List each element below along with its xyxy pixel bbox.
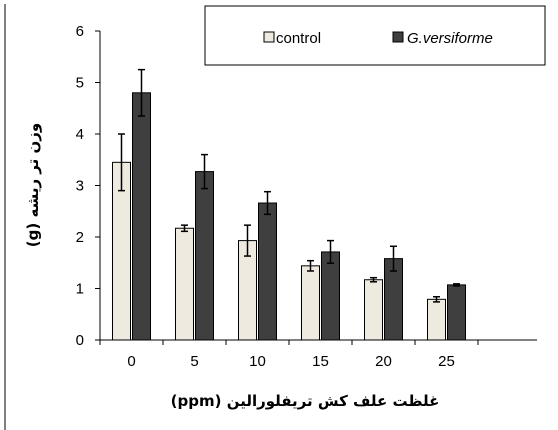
y-tick-label: 3 (76, 178, 84, 195)
legend-swatch-control (263, 31, 275, 43)
y-tick-label: 5 (76, 75, 84, 92)
legend: control G.versiforme (204, 5, 546, 66)
x-tick-label: 5 (190, 353, 198, 370)
x-tick-label: 20 (375, 353, 392, 370)
y-tick-label: 2 (76, 229, 84, 246)
bar-versiforme (321, 251, 340, 341)
error-bar (118, 133, 125, 192)
x-tick-label: 10 (249, 353, 266, 370)
y-tick-label: 6 (76, 23, 84, 40)
bar-control (427, 298, 446, 341)
bar-versiforme (258, 202, 277, 341)
error-bar (327, 239, 334, 265)
error-bar (370, 276, 377, 283)
error-bar (181, 224, 188, 233)
legend-box (204, 5, 546, 66)
error-bar (433, 295, 440, 303)
legend-swatch-versiforme (392, 31, 404, 43)
y-tick-label: 0 (76, 332, 84, 349)
bar-versiforme (132, 92, 151, 341)
y-tick-label: 4 (76, 126, 84, 143)
error-bar (390, 245, 397, 272)
legend-label-control: control (276, 30, 321, 47)
error-bar (264, 190, 271, 216)
error-bar (244, 224, 251, 257)
bar-control (301, 265, 320, 341)
x-axis-title: غلظت علف کش تریفلورالین (ppm) (171, 392, 440, 410)
legend-label-versiforme: G.versiforme (407, 30, 493, 47)
y-axis-title: وزن تر ریشه (g) (24, 123, 42, 247)
error-bar (138, 68, 145, 117)
bar-versiforme (195, 171, 214, 341)
bar-control (364, 279, 383, 341)
y-tick-label: 1 (76, 281, 84, 298)
x-tick-label: 15 (312, 353, 329, 370)
error-bar (453, 283, 460, 287)
x-tick-label: 25 (438, 353, 455, 370)
x-tick-label: 0 (127, 353, 135, 370)
error-bar (307, 259, 314, 272)
bar-versiforme (447, 284, 466, 341)
error-bar (201, 153, 208, 190)
bar-control (175, 227, 194, 341)
